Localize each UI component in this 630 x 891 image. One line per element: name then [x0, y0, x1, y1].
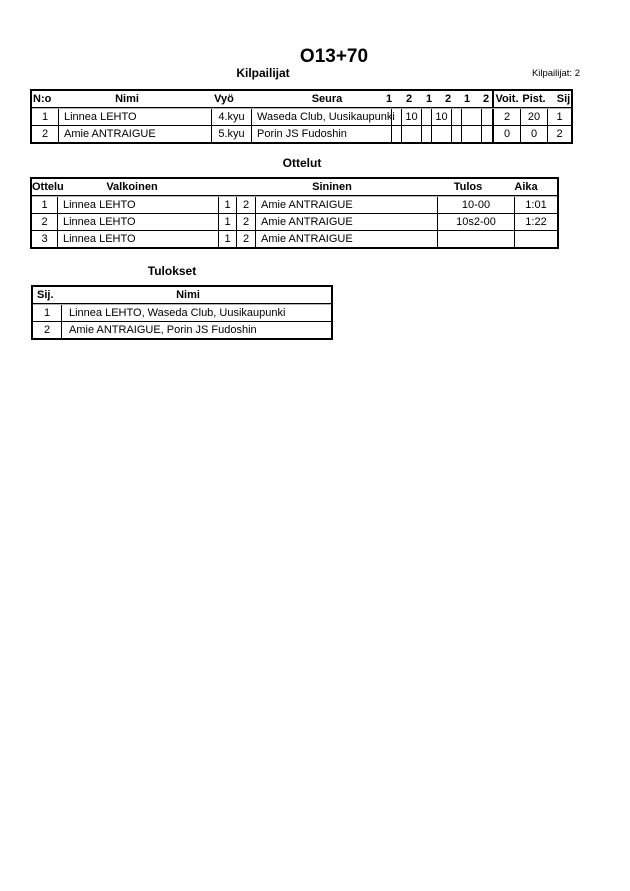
table-row: 1 Linnea LEHTO, Waseda Club, Uusikaupunk…	[33, 304, 331, 321]
col-header-score-2: 2	[405, 93, 413, 105]
col-header-nimi: Nimi	[115, 93, 139, 105]
cell-blue-name: Amie ANTRAIGUE	[256, 214, 438, 230]
competitors-count-label: Kilpailijat: 2	[531, 68, 580, 79]
col-header-valkoinen: Valkoinen	[106, 181, 158, 193]
col-header-score-4: 2	[444, 93, 452, 105]
cell-score	[402, 126, 422, 142]
cell-voit: 2	[492, 108, 521, 125]
cell-no: 1	[32, 108, 59, 125]
col-header-sij: Sij.	[37, 289, 54, 301]
cell-score	[482, 108, 492, 125]
cell-white-name: Linnea LEHTO	[58, 231, 219, 247]
cell-seura: Porin JS Fudoshin	[252, 126, 392, 142]
cell-time: 1:01	[525, 198, 547, 211]
cell-seura: Waseda Club, Uusikaupunki	[252, 108, 395, 125]
col-header-vyo: Vyö	[214, 93, 234, 105]
ottelut-section-title: Ottelut	[282, 156, 322, 170]
cell-nimi: Linnea LEHTO	[59, 108, 212, 125]
table-row: 1 Linnea LEHTO 4.kyu Waseda Club, Uusika…	[32, 108, 571, 125]
table-row: 2 Amie ANTRAIGUE 5.kyu Porin JS Fudoshin…	[32, 125, 571, 142]
table-row: 2 Amie ANTRAIGUE, Porin JS Fudoshin	[33, 321, 331, 338]
col-header-no: N:o	[33, 93, 52, 105]
cell-score: 10	[402, 108, 422, 125]
col-header-sij: Sij.	[556, 93, 574, 105]
cell-white-name: Linnea LEHTO	[58, 196, 219, 213]
cell-blue-name: Amie ANTRAIGUE	[256, 231, 438, 247]
cell-score	[452, 126, 462, 142]
cell-score	[392, 126, 402, 142]
table-row: 1 Linnea LEHTO 1 2 Amie ANTRAIGUE 10-00 …	[32, 196, 557, 213]
col-header-sininen: Sininen	[312, 181, 352, 193]
cell-score	[422, 126, 432, 142]
cell-blue-no: 2	[237, 214, 256, 230]
cell-place: 2	[33, 322, 62, 338]
cell-result	[438, 231, 515, 247]
page-title: O13+70	[299, 46, 369, 67]
col-header-aika: Aika	[514, 181, 538, 193]
cell-competitor: Amie ANTRAIGUE, Porin JS Fudoshin	[69, 324, 257, 336]
cell-sij: 1	[556, 110, 563, 123]
col-header-score-1: 1	[385, 93, 393, 105]
col-header-ottelu: Ottelu	[32, 181, 64, 193]
ottelut-table: Ottelu Valkoinen Sininen Tulos Aika 1 Li…	[30, 177, 559, 249]
cell-match-no: 1	[32, 196, 58, 213]
cell-score: 10	[432, 108, 452, 125]
cell-blue-name: Amie ANTRAIGUE	[256, 196, 438, 213]
cell-sij: 2	[556, 128, 563, 140]
ottelut-header-row: Ottelu Valkoinen Sininen Tulos Aika	[32, 179, 557, 196]
cell-score	[392, 108, 402, 125]
cell-competitor: Linnea LEHTO, Waseda Club, Uusikaupunki	[69, 306, 286, 319]
header-thick-divider	[492, 91, 494, 108]
kilpailijat-table: N:o Nimi Vyö Seura 1 2 1 2 1 2 Voit. Pis…	[30, 89, 573, 144]
cell-score	[462, 108, 482, 125]
cell-voit: 0	[492, 126, 521, 142]
cell-score	[422, 108, 432, 125]
cell-white-name: Linnea LEHTO	[58, 214, 219, 230]
cell-place: 1	[33, 304, 62, 321]
col-header-score-6: 2	[482, 93, 490, 105]
cell-time: 1:22	[525, 216, 547, 228]
cell-result: 10-00	[438, 196, 515, 213]
col-header-seura: Seura	[311, 93, 343, 105]
cell-score	[462, 126, 482, 142]
table-row: 2 Linnea LEHTO 1 2 Amie ANTRAIGUE 10s2-0…	[32, 213, 557, 230]
tulokset-section-title: Tulokset	[147, 264, 197, 278]
col-header-voit: Voit.	[495, 93, 519, 105]
cell-result: 10s2-00	[438, 214, 515, 230]
cell-pist: 20	[521, 108, 548, 125]
cell-score	[452, 108, 462, 125]
cell-blue-no: 2	[237, 196, 256, 213]
table-row: 3 Linnea LEHTO 1 2 Amie ANTRAIGUE	[32, 230, 557, 247]
tulokset-table: Sij. Nimi 1 Linnea LEHTO, Waseda Club, U…	[31, 285, 333, 340]
tulokset-header-row: Sij. Nimi	[33, 287, 331, 304]
cell-no: 2	[32, 126, 59, 142]
cell-white-no: 1	[219, 231, 237, 247]
cell-score	[432, 126, 452, 142]
col-header-score-5: 1	[463, 93, 471, 105]
cell-white-no: 1	[219, 196, 237, 213]
cell-nimi: Amie ANTRAIGUE	[59, 126, 212, 142]
cell-match-no: 2	[32, 214, 58, 230]
cell-time	[515, 231, 557, 247]
kilpailijat-header-row: N:o Nimi Vyö Seura 1 2 1 2 1 2 Voit. Pis…	[32, 91, 574, 108]
col-header-tulos: Tulos	[453, 181, 483, 193]
cell-pist: 0	[521, 126, 548, 142]
cell-score	[482, 126, 492, 142]
kilpailijat-section-title: Kilpailijat	[236, 66, 290, 80]
cell-white-no: 1	[219, 214, 237, 230]
cell-vyo: 4.kyu	[212, 108, 252, 125]
cell-blue-no: 2	[237, 231, 256, 247]
cell-match-no: 3	[32, 231, 58, 247]
cell-vyo: 5.kyu	[212, 126, 252, 142]
col-header-nimi: Nimi	[176, 289, 200, 301]
col-header-score-3: 1	[425, 93, 433, 105]
col-header-pist: Pist.	[522, 93, 546, 105]
